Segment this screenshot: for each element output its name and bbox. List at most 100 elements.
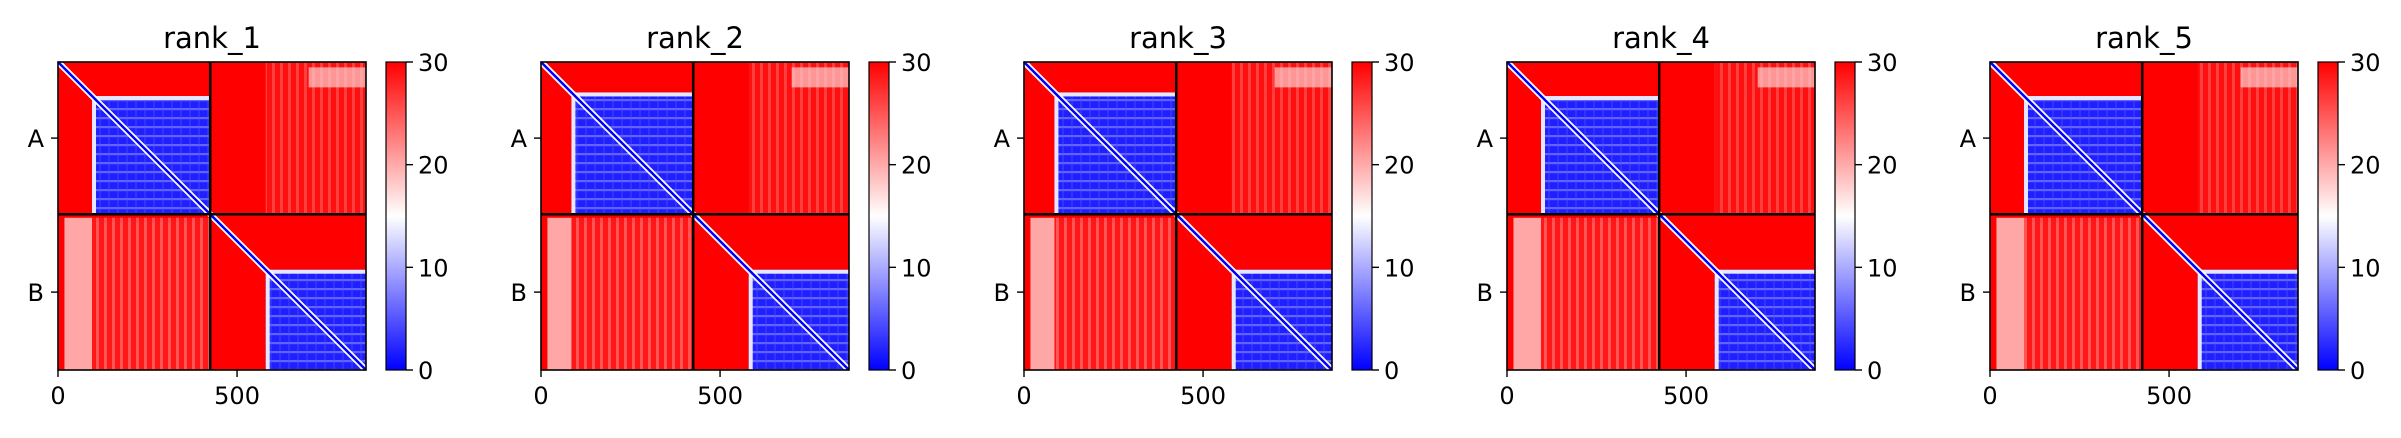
colorbar-tick-label: 10	[1867, 254, 1898, 282]
colorbar-tick-label: 30	[418, 49, 449, 77]
y-tick-label: A	[1960, 125, 1977, 153]
chain-a-block-edge	[2024, 96, 2029, 215]
diagonal	[1506, 61, 1661, 216]
subplot-3: rank_3 A B 0 500 0 10 20 30	[994, 21, 1415, 410]
inter-chain-region	[1996, 217, 2025, 370]
colorbar-tick-label: 30	[1384, 49, 1415, 77]
y-tick-label: A	[28, 125, 45, 153]
colorbar-tick-label: 20	[2350, 152, 2381, 180]
axes-frame	[1506, 61, 1816, 371]
chain-b-block-edge	[2197, 269, 2202, 370]
colorbar-tick-label: 20	[1384, 152, 1415, 180]
chart-title: rank_4	[1612, 21, 1710, 55]
diagonal	[2141, 213, 2299, 371]
chain-b-block-edge	[265, 269, 270, 370]
colorbar-tick-label: 20	[901, 152, 932, 180]
colorbar-tick-label: 20	[1867, 152, 1898, 180]
colorbar: 0 10 20 30	[1834, 49, 1898, 385]
colorbar-gradient	[385, 61, 407, 371]
colorbar-tick-label: 10	[901, 254, 932, 282]
chain-b-block-edge	[265, 269, 366, 274]
y-tick-label: B	[1477, 279, 1493, 307]
inter-chain-region	[1541, 217, 1660, 370]
heatmap	[538, 59, 852, 373]
chart-title: rank_2	[646, 21, 744, 55]
axes-frame	[1989, 61, 2299, 371]
chart-title: rank_3	[1129, 21, 1227, 55]
subplot-4: rank_4 A B 0 500 0 10 20 30	[1477, 21, 1898, 410]
diagonal	[1175, 213, 1333, 371]
inter-chain-region	[308, 67, 366, 88]
colorbar-tick-label: 30	[2350, 49, 2381, 77]
inter-chain-region	[92, 217, 211, 370]
diagonal	[209, 213, 367, 371]
x-tick-label: 500	[2146, 382, 2192, 410]
axes-frame	[1023, 61, 1333, 371]
heatmap	[1987, 59, 2301, 373]
colorbar-gradient	[1834, 61, 1856, 371]
y-tick-label: B	[1960, 279, 1976, 307]
x-tick-label: 500	[214, 382, 260, 410]
inter-chain-region	[1030, 217, 1055, 370]
colorbar: 0 10 20 30	[2317, 49, 2381, 385]
colorbar: 0 10 20 30	[385, 49, 449, 385]
chain-a-block-edge	[571, 92, 576, 215]
subplot-1: rank_1 A B 0 500 0 10 20 30	[28, 21, 449, 410]
colorbar-tick-label: 10	[2350, 254, 2381, 282]
chain-a-block-edge	[1541, 96, 1546, 215]
colorbar-tick-label: 10	[1384, 254, 1415, 282]
colorbar-gradient	[1351, 61, 1373, 371]
chain-b-block-edge	[1231, 269, 1236, 370]
inter-chain-region	[571, 217, 694, 370]
chain-a-block-edge	[92, 96, 211, 101]
colorbar-tick-label: 0	[1384, 357, 1399, 385]
inter-chain-region	[1513, 217, 1542, 370]
heatmap	[55, 59, 369, 373]
y-tick-label: B	[994, 279, 1010, 307]
axes-frame	[57, 61, 367, 371]
x-tick-label: 0	[1982, 382, 1997, 410]
colorbar-tick-label: 30	[901, 49, 932, 77]
y-tick-label: B	[28, 279, 44, 307]
heatmap	[1021, 59, 1335, 373]
diagonal	[1989, 61, 2144, 216]
diagonal	[57, 61, 212, 216]
y-tick-label: A	[1477, 125, 1494, 153]
chain-a-block-edge	[1541, 96, 1660, 101]
y-tick-label: A	[994, 125, 1011, 153]
chain-b-block-edge	[748, 269, 753, 370]
chain-a-block-edge	[2024, 96, 2143, 101]
y-tick-label: A	[511, 125, 528, 153]
diagonal	[692, 213, 850, 371]
colorbar-tick-label: 0	[1867, 357, 1882, 385]
colorbar-gradient	[2317, 61, 2339, 371]
chart-title: rank_5	[2095, 21, 2193, 55]
colorbar-tick-label: 30	[1867, 49, 1898, 77]
chain-b-block-edge	[1231, 269, 1332, 274]
inter-chain-region	[64, 217, 93, 370]
colorbar-tick-label: 0	[901, 357, 916, 385]
chart-title: rank_1	[163, 21, 261, 55]
x-tick-label: 0	[1499, 382, 1514, 410]
x-tick-label: 0	[1016, 382, 1031, 410]
colorbar-tick-label: 10	[418, 254, 449, 282]
colorbar-tick-label: 0	[2350, 357, 2365, 385]
colorbar: 0 10 20 30	[868, 49, 932, 385]
chain-a-block-edge	[1054, 92, 1177, 97]
diagonal	[1023, 61, 1178, 216]
x-tick-label: 500	[1663, 382, 1709, 410]
inter-chain-region	[547, 217, 572, 370]
inter-chain-region	[2024, 217, 2143, 370]
inter-chain-region	[1274, 67, 1332, 88]
chain-a-block-edge	[571, 92, 694, 97]
x-tick-label: 500	[697, 382, 743, 410]
chain-b-block-edge	[1714, 269, 1719, 370]
inter-chain-region	[1054, 217, 1177, 370]
colorbar-tick-label: 0	[418, 357, 433, 385]
y-tick-label: B	[511, 279, 527, 307]
subplot-5: rank_5 A B 0 500 0 10 20 30	[1960, 21, 2381, 410]
chain-a-block-edge	[92, 96, 97, 215]
x-tick-label: 0	[50, 382, 65, 410]
subplot-2: rank_2 A B 0 500 0 10 20 30	[511, 21, 932, 410]
